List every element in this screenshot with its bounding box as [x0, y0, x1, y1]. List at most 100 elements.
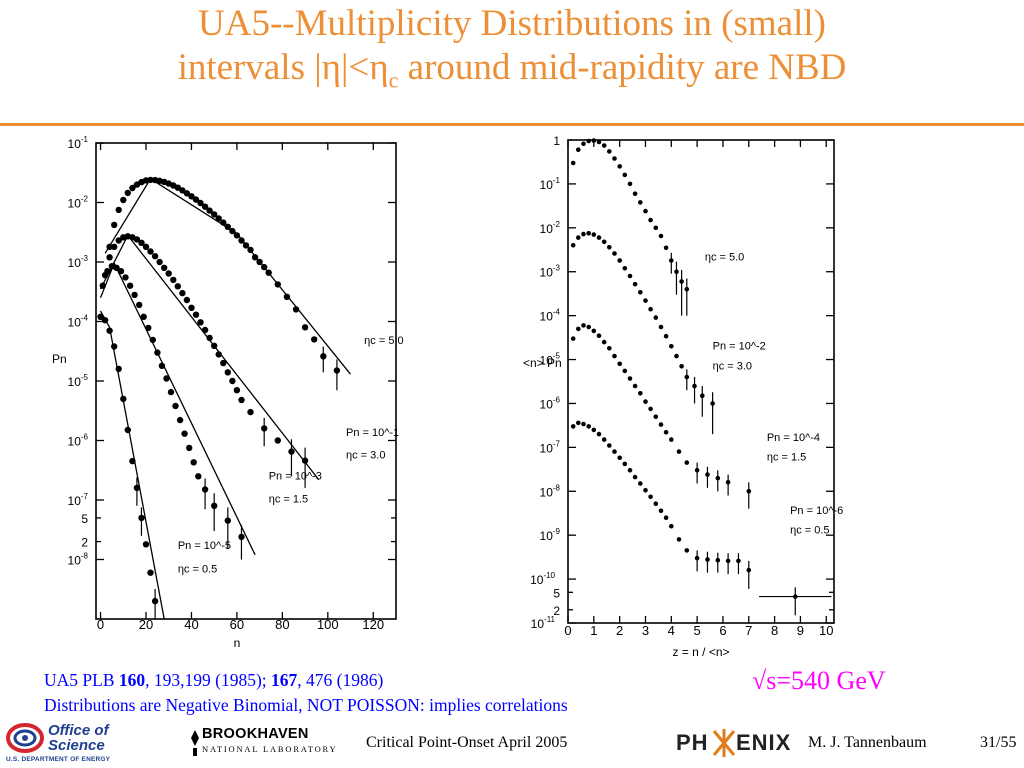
data-point: [653, 315, 659, 320]
series-annotation: Pn = 10^-6: [790, 505, 843, 517]
data-point: [607, 149, 612, 154]
x-tick-label: 4: [668, 623, 675, 638]
data-point: [224, 223, 231, 230]
series-annotation: Pn = 10^-1: [346, 427, 399, 439]
slide-title: UA5--Multiplicity Distributions in (smal…: [0, 2, 1024, 102]
citation: UA5 PLB 160, 193,199 (1985); 167, 476 (1…: [44, 668, 824, 718]
x-tick-label: 2: [616, 623, 623, 638]
x-tick-label: 0: [564, 623, 571, 638]
data-point: [99, 282, 106, 289]
series-annotation: ηc = 3.0: [346, 449, 385, 461]
y-tick-label: 10-8: [540, 483, 561, 499]
bnl-subtitle: NATIONAL LABORATORY: [202, 744, 338, 754]
data-point: [684, 548, 690, 553]
data-point: [176, 416, 184, 424]
data-point: [211, 211, 218, 218]
data-point: [676, 537, 682, 542]
data-point: [251, 254, 259, 261]
y-tick-label: 10-11: [531, 615, 556, 631]
x-axis-label: n: [234, 636, 241, 650]
data-point: [265, 269, 272, 276]
data-point: [596, 431, 602, 437]
data-point: [113, 264, 120, 271]
data-point: [586, 324, 591, 330]
data-point: [161, 264, 168, 271]
data-point: [643, 399, 648, 404]
data-point: [591, 232, 597, 237]
data-point: [576, 147, 581, 152]
data-point: [120, 395, 127, 403]
data-point: [138, 239, 145, 246]
data-point: [129, 184, 136, 192]
nbd-fit-line: [104, 177, 352, 375]
y-axis-label: <n> Pn: [523, 356, 562, 370]
data-point: [658, 422, 664, 427]
data-point: [151, 253, 159, 260]
data-point: [233, 232, 241, 239]
data-point: [183, 296, 191, 304]
data-point: [311, 336, 318, 343]
data-point: [124, 189, 131, 197]
series-annotation: ηc = 0.5: [790, 524, 829, 536]
data-point: [179, 289, 186, 297]
citation-line-1: UA5 PLB 160, 193,199 (1985); 167, 476 (1…: [44, 670, 384, 690]
data-point: [596, 333, 602, 338]
data-point: [133, 236, 141, 243]
data-point: [206, 207, 213, 214]
data-point: [632, 191, 638, 196]
y-tick-label: 10-3: [540, 264, 561, 280]
data-point: [106, 254, 113, 261]
data-point: [669, 523, 674, 529]
x-tick-label: 40: [184, 617, 198, 632]
footer: Office of Science U.S. DEPARTMENT OF ENE…: [0, 718, 1024, 768]
data-point: [617, 258, 622, 263]
energy-label: √s=540 GeV: [752, 666, 886, 695]
x-tick-label: 1: [590, 623, 597, 638]
data-point: [617, 164, 622, 169]
data-point: [247, 408, 254, 416]
series-annotation: Pn = 10^-4: [767, 432, 820, 444]
data-point: [601, 437, 607, 442]
data-point: [192, 311, 200, 318]
x-axis-label: z = n / <n>: [672, 645, 729, 659]
data-point: [124, 426, 131, 434]
data-point: [638, 481, 643, 486]
y-tick-label: 10-6: [540, 395, 561, 411]
data-point: [612, 156, 617, 161]
right-kno-scaling-plot: 0 1 2 3 4 5 6 7 8 9 10 z = n / <n> 1 10-1 10-2 10-3 10-4…: [523, 134, 843, 659]
data-point: [238, 396, 245, 404]
data-point: [256, 258, 263, 266]
data-point: [607, 245, 612, 250]
plot-frame: [95, 142, 397, 620]
nbd-fit-line: [99, 234, 320, 481]
data-point: [627, 376, 633, 381]
data-point: [632, 383, 638, 389]
y-tick-label: 10-3: [68, 254, 89, 270]
x-tick-label: 5: [694, 623, 701, 638]
data-point: [648, 306, 653, 312]
data-point: [581, 323, 586, 328]
data-point: [570, 243, 576, 248]
data-point: [591, 138, 597, 143]
data-point: [643, 488, 648, 493]
data-point: [206, 334, 213, 342]
data-point: [147, 248, 154, 255]
data-point: [215, 215, 222, 222]
y-tick-label: 1: [553, 134, 560, 148]
data-point: [596, 139, 602, 145]
data-point: [261, 263, 268, 271]
data-point: [142, 243, 150, 250]
data-point: [601, 339, 607, 345]
series-annotation: ηc = 5.0: [705, 252, 744, 264]
data-point: [233, 387, 241, 394]
data-point: [101, 317, 109, 324]
data-point: [111, 243, 118, 250]
y-tick-label: 10-6: [68, 433, 89, 449]
data-point: [129, 457, 136, 465]
data-point: [622, 266, 628, 271]
data-point: [663, 515, 669, 520]
data-point: [576, 326, 581, 332]
x-tick-label: 120: [362, 617, 384, 632]
y-tick-label: 2: [81, 536, 88, 550]
citation-line-2: Distributions are Negative Binomial, NOT…: [44, 695, 568, 715]
